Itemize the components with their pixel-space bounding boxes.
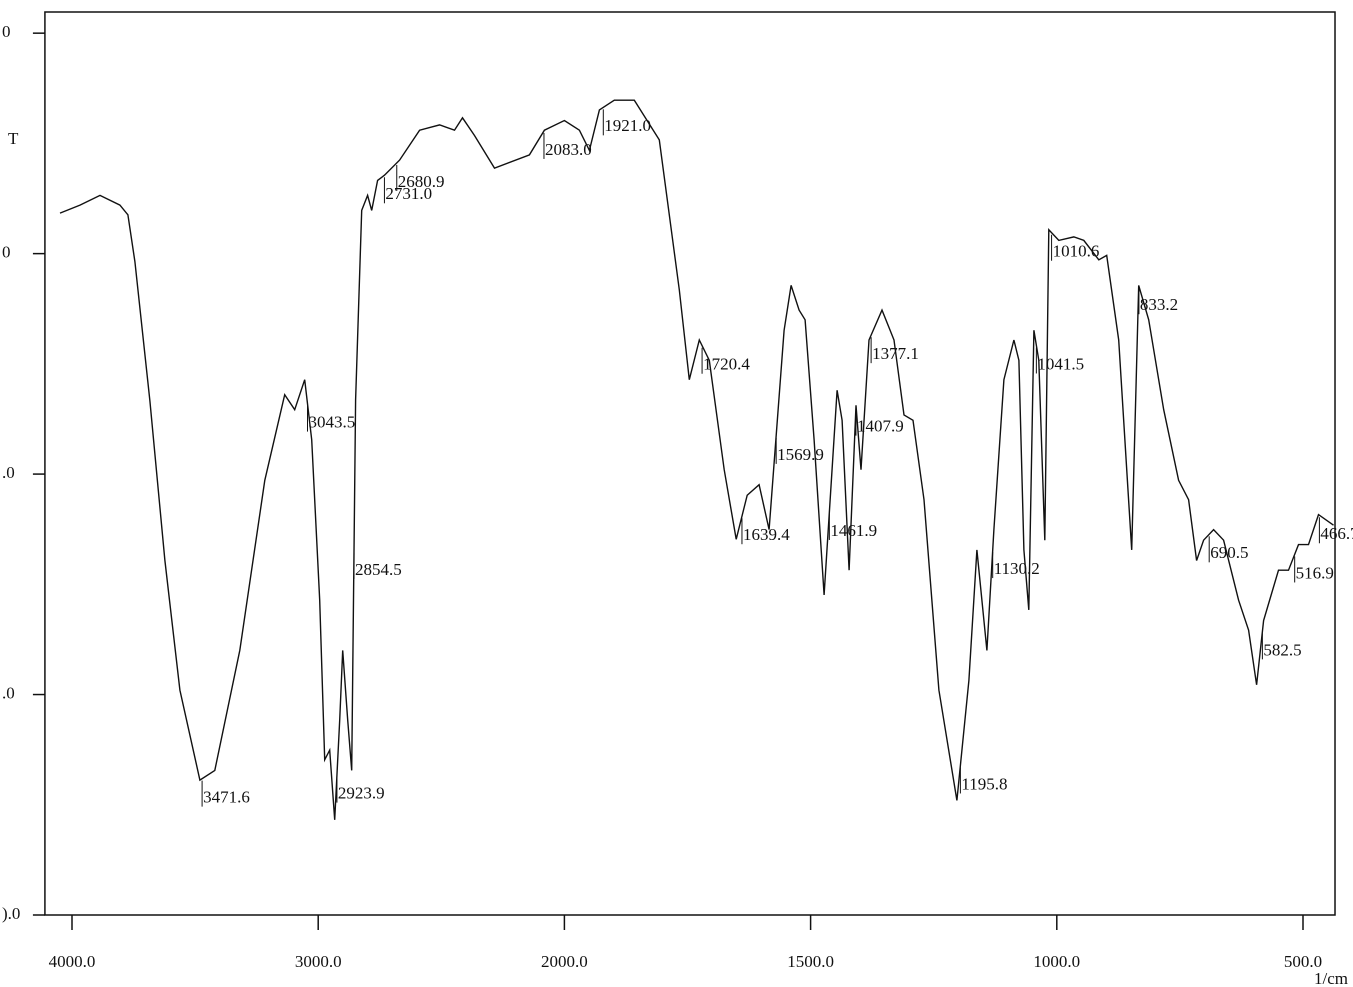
peak-label: 1041.5 [1037, 354, 1084, 373]
peak-label: 1639.4 [743, 525, 790, 544]
peak-label: 1407.9 [857, 417, 904, 436]
peak-label: 2923.9 [338, 784, 385, 803]
plot-frame [44, 11, 1336, 916]
peak-label: 1195.8 [961, 774, 1007, 793]
peak-label: 466.7 [1320, 524, 1353, 543]
peak-label: 1921.0 [604, 116, 651, 135]
peak-label: 3043.5 [308, 412, 355, 431]
x-tick-label: 500.0 [1284, 952, 1322, 971]
peak-label: 690.5 [1210, 543, 1248, 562]
y-tick-label: .0 [2, 463, 15, 482]
peak-label: 582.5 [1263, 640, 1301, 659]
peak-label: 2083.0 [545, 140, 592, 159]
y-tick-label: 0 [2, 22, 11, 41]
peak-label: 833.2 [1140, 295, 1178, 314]
peak-label: 1569.9 [777, 445, 824, 464]
x-tick-label: 3000.0 [295, 952, 342, 971]
spectrum-line [59, 99, 1334, 820]
x-axis-label: 1/cm [1314, 969, 1348, 987]
peak-label: 1720.4 [703, 355, 750, 374]
peak-label: 2854.5 [355, 560, 402, 579]
y-axis-label: T [8, 129, 19, 148]
peak-label: 1010.6 [1053, 242, 1100, 261]
x-tick-label: 1000.0 [1033, 952, 1080, 971]
peak-label: 1461.9 [830, 521, 877, 540]
y-tick-label: ).0 [2, 904, 20, 923]
peak-label: 2680.9 [398, 172, 445, 191]
y-tick-label: 0 [2, 243, 11, 262]
peak-label: 516.9 [1296, 563, 1334, 582]
x-tick-label: 2000.0 [541, 952, 588, 971]
x-tick-label: 1500.0 [787, 952, 834, 971]
peak-label: 1377.1 [872, 344, 919, 363]
peak-label: 1130.2 [994, 559, 1040, 578]
peak-label: 3471.6 [203, 788, 250, 807]
x-tick-label: 4000.0 [49, 952, 96, 971]
y-tick-label: .0 [2, 683, 15, 702]
